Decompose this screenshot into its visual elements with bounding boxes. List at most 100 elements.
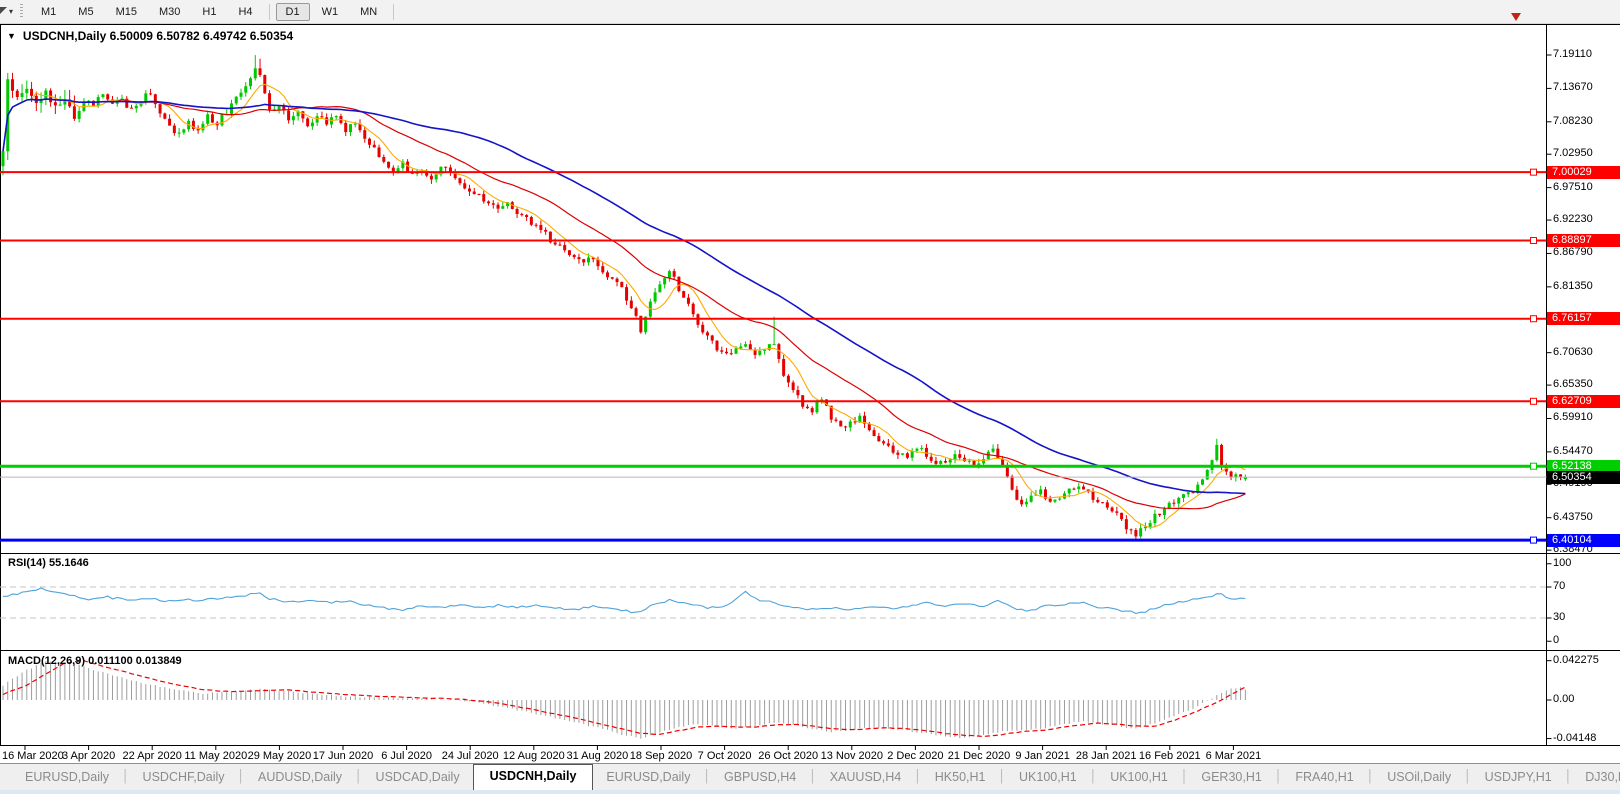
- moving-averages: [2, 83, 1246, 529]
- tab-separator: │: [1180, 769, 1189, 783]
- tab-separator: │: [998, 769, 1007, 783]
- price-tick-label: 7.13670: [1553, 81, 1593, 94]
- price-tick-label: 6.70630: [1553, 345, 1593, 358]
- date-tick-label: 31 Aug 2020: [566, 750, 629, 762]
- tab-separator: │: [1089, 769, 1098, 783]
- cursor-tool-icon: [0, 6, 7, 17]
- rsi-tick-label: 100: [1553, 556, 1572, 569]
- chart-tabs: EURUSD,Daily │ USDCHF,Daily │ AUDUSD,Daily │ U…: [12, 764, 1620, 790]
- panel-borders: [0, 24, 1620, 746]
- level-price-label: 6.88897: [1547, 234, 1620, 247]
- tab-hk50-h1[interactable]: HK50,H1: [934, 770, 986, 784]
- toolbar-grip-handle[interactable]: [20, 4, 24, 19]
- date-tick-label: 28 Jan 2021: [1075, 750, 1137, 762]
- horizontal-level-lines[interactable]: [0, 168, 1547, 544]
- date-tick-label: 21 Dec 2020: [947, 750, 1011, 762]
- tab-usoil-daily[interactable]: USOil,Daily: [1387, 770, 1452, 784]
- timeframe-buttons: M1 M5 M15 M30 H1 H4 D1 W1 MN: [30, 2, 399, 21]
- tab-audusd-daily[interactable]: AUDUSD,Daily: [258, 770, 343, 784]
- tab-usdchf-daily[interactable]: USDCHF,Daily: [142, 770, 225, 784]
- level-price-label: 6.76157: [1547, 312, 1620, 326]
- tab-eurusd-daily[interactable]: EURUSD,Daily: [25, 770, 110, 784]
- macd-tick-label: 0.042275: [1553, 653, 1599, 666]
- date-tick-label: 12 Aug 2020: [502, 750, 565, 762]
- timeframe-button-m15[interactable]: M15: [115, 5, 137, 18]
- chart-shift-marker-icon[interactable]: [1511, 13, 1521, 21]
- level-price-label: 6.52138: [1547, 459, 1620, 473]
- current-price-label: 6.50354: [1547, 470, 1620, 484]
- tab-separator: │: [122, 769, 130, 783]
- price-tick-label: 6.59910: [1553, 411, 1593, 424]
- chart-collapse-icon[interactable]: ▼: [7, 31, 16, 41]
- tab-uk100-h1[interactable]: UK100,H1: [1019, 770, 1077, 784]
- date-tick-label: 16 Mar 2020: [2, 750, 64, 762]
- price-tick-label: 6.65350: [1553, 378, 1593, 391]
- rsi-tick-label: 70: [1553, 580, 1566, 592]
- timeframe-button-mn[interactable]: MN: [360, 5, 378, 18]
- timeframe-button-h1[interactable]: H1: [202, 5, 217, 18]
- price-tick-label: 6.92230: [1553, 213, 1593, 226]
- date-tick-label: 22 Apr 2020: [122, 750, 182, 762]
- date-tick-label: 9 Jan 2021: [1015, 750, 1070, 762]
- macd-tick-label: -0.04148: [1553, 731, 1597, 744]
- level-price-label: 6.40104: [1547, 533, 1620, 547]
- tab-separator: │: [914, 769, 922, 783]
- price-tick-label: 6.86790: [1553, 246, 1593, 259]
- timeframe-button-w1[interactable]: W1: [321, 5, 339, 18]
- date-tick-label: 6 Jul 2020: [381, 750, 432, 762]
- price-tick-label: 7.19110: [1553, 48, 1592, 60]
- tab-separator: │: [703, 769, 711, 783]
- tab-usdjpy-h1[interactable]: USDJPY,H1: [1484, 770, 1552, 784]
- toolbar-divider: [393, 3, 395, 20]
- window-bottom-strip: [0, 790, 1620, 794]
- timeframe-button-m30[interactable]: M30: [158, 5, 181, 18]
- tab-gbpusd-h4[interactable]: GBPUSD,H4: [723, 770, 797, 784]
- timeframe-button-h4[interactable]: H4: [238, 5, 253, 18]
- macd-tick-label: 0.00: [1553, 693, 1575, 705]
- date-tick-label: 26 Oct 2020: [758, 750, 819, 762]
- tab-usdcnh-daily[interactable]: USDCNH,Daily: [472, 764, 594, 790]
- toolbar: ▾ M1 M5 M15 M30 H1 H4 D1 W1 MN: [0, 0, 1620, 24]
- date-tick-label: 24 Jul 2020: [441, 750, 499, 762]
- axis-ticks: [1546, 54, 1552, 740]
- tab-fra40-h1[interactable]: FRA40,H1: [1295, 770, 1354, 784]
- date-ticks: [24, 745, 1234, 750]
- tab-xauusd-h4[interactable]: XAUUSD,H4: [829, 770, 902, 784]
- macd-indicator-label: MACD(12,26,9) 0.011100 0.013849: [8, 655, 182, 667]
- tab-separator: │: [1464, 769, 1472, 783]
- date-tick-label: 13 Nov 2020: [820, 750, 883, 762]
- tab-usdcad-daily[interactable]: USDCAD,Daily: [375, 770, 460, 784]
- level-price-label: 6.62709: [1547, 394, 1620, 408]
- tab-separator: │: [809, 769, 817, 783]
- toolbar-divider: [268, 3, 270, 20]
- tab-uk100-h1[interactable]: UK100,H1: [1110, 770, 1168, 784]
- price-tick-label: 6.81350: [1553, 279, 1593, 292]
- price-tick-label: 6.43750: [1553, 510, 1593, 523]
- rsi-indicator-label: RSI(14) 55.1646: [8, 557, 89, 569]
- chevron-down-icon[interactable]: ▾: [9, 7, 14, 16]
- tab-separator: │: [237, 769, 246, 783]
- rsi-tick-label: 0: [1553, 634, 1560, 647]
- tab-ger30-h1[interactable]: GER30,H1: [1201, 770, 1262, 784]
- tab-bar: EURUSD,Daily │ USDCHF,Daily │ AUDUSD,Daily │ U…: [0, 763, 1620, 790]
- price-tick-label: 6.54470: [1553, 444, 1593, 457]
- date-tick-label: 2 Dec 2020: [887, 750, 944, 762]
- date-tick-label: 18 Sep 2020: [629, 750, 693, 762]
- timeframe-button-m5[interactable]: M5: [78, 5, 94, 18]
- price-tick-label: 7.08230: [1553, 114, 1593, 127]
- timeframe-button-d1[interactable]: D1: [275, 2, 310, 21]
- timeframe-button-m1[interactable]: M1: [41, 5, 57, 18]
- date-tick-label: 17 Jun 2020: [312, 750, 374, 762]
- rsi-tick-label: 30: [1553, 611, 1566, 623]
- date-tick-label: 7 Oct 2020: [697, 750, 752, 762]
- chart-title-text: USDCNH,Daily 6.50009 6.50782 6.49742 6.5…: [22, 29, 294, 43]
- price-tick-label: 7.02950: [1553, 147, 1593, 160]
- date-tick-label: 6 Mar 2021: [1205, 750, 1262, 762]
- tab-dj30-daily[interactable]: DJ30,Daily: [1585, 770, 1620, 784]
- tab-eurusd-daily[interactable]: EURUSD,Daily: [606, 770, 691, 784]
- date-tick-label: 3 Apr 2020: [61, 750, 116, 762]
- tab-separator: │: [1366, 769, 1375, 783]
- chart-title: ▼ USDCNH,Daily 6.50009 6.50782 6.49742 6…: [7, 29, 293, 43]
- cursor-tool-button[interactable]: ▾: [0, 6, 18, 17]
